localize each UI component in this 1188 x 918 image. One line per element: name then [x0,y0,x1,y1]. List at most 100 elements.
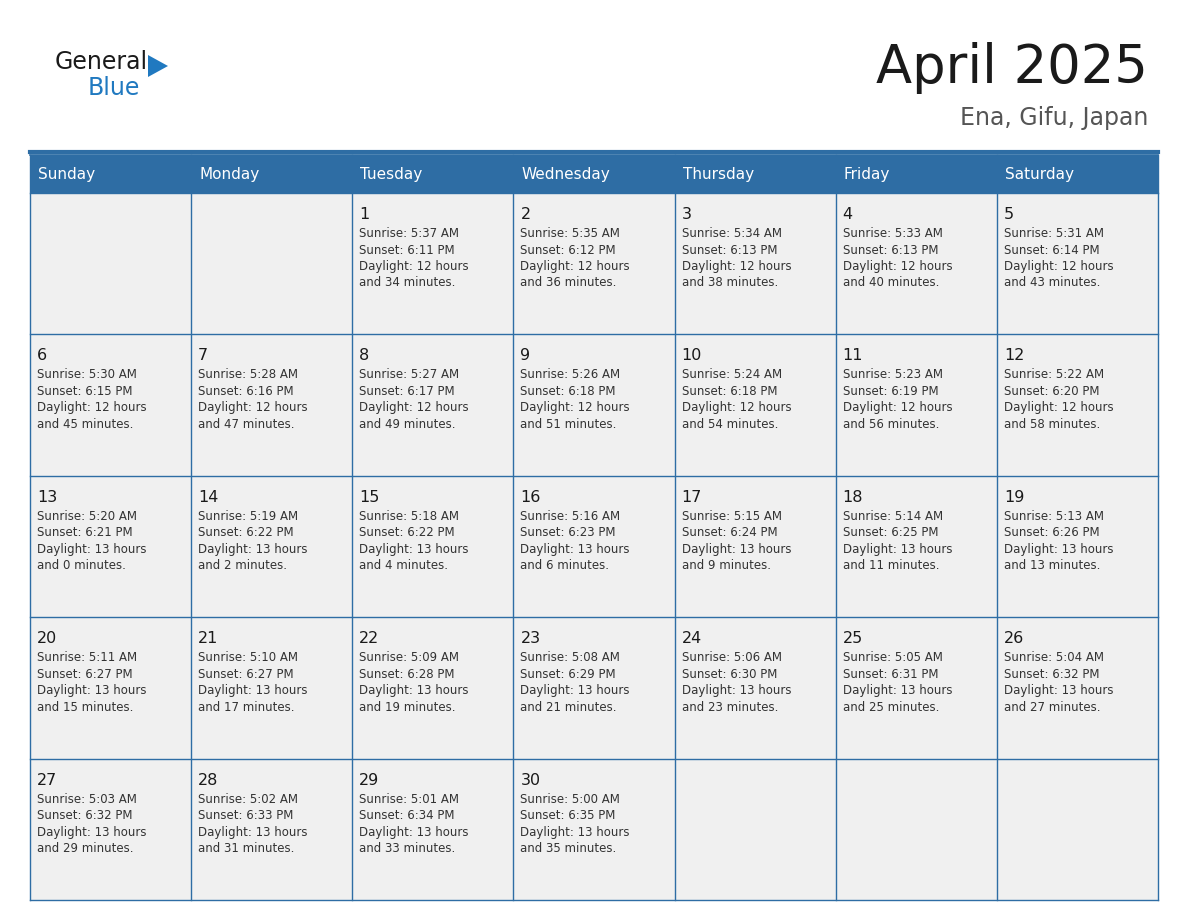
Text: Daylight: 13 hours: Daylight: 13 hours [359,543,469,555]
Text: Sunrise: 5:33 AM: Sunrise: 5:33 AM [842,227,942,240]
Bar [30,758,191,900]
Text: Sunrise: 5:27 AM: Sunrise: 5:27 AM [359,368,460,381]
Text: Daylight: 13 hours: Daylight: 13 hours [37,825,146,839]
Text: Sunset: 6:28 PM: Sunset: 6:28 PM [359,667,455,681]
Bar [353,758,513,900]
Text: 24: 24 [682,632,702,646]
Text: Sunset: 6:23 PM: Sunset: 6:23 PM [520,526,615,539]
Polygon shape [148,55,168,77]
Bar [30,476,191,617]
Text: Daylight: 13 hours: Daylight: 13 hours [842,684,953,697]
Text: and 47 minutes.: and 47 minutes. [198,418,295,431]
Text: Sunset: 6:22 PM: Sunset: 6:22 PM [198,526,293,539]
Bar [191,334,353,476]
Text: Daylight: 13 hours: Daylight: 13 hours [682,543,791,555]
Text: Sunrise: 5:03 AM: Sunrise: 5:03 AM [37,792,137,806]
Text: 6: 6 [37,349,48,364]
Text: Sunset: 6:31 PM: Sunset: 6:31 PM [842,667,939,681]
Text: Daylight: 12 hours: Daylight: 12 hours [198,401,308,414]
Text: Sunset: 6:13 PM: Sunset: 6:13 PM [842,243,939,256]
Text: Daylight: 13 hours: Daylight: 13 hours [842,543,953,555]
Text: and 33 minutes.: and 33 minutes. [359,842,455,855]
Text: Sunset: 6:20 PM: Sunset: 6:20 PM [1004,385,1099,397]
Text: and 9 minutes.: and 9 minutes. [682,559,771,572]
Text: 18: 18 [842,490,864,505]
Bar [997,334,1158,476]
Text: Sunset: 6:16 PM: Sunset: 6:16 PM [198,385,293,397]
Text: and 2 minutes.: and 2 minutes. [198,559,287,572]
Text: and 49 minutes.: and 49 minutes. [359,418,456,431]
Bar [513,758,675,900]
Bar [353,617,513,758]
Text: Thursday: Thursday [683,166,753,182]
Text: Sunrise: 5:04 AM: Sunrise: 5:04 AM [1004,651,1104,665]
Text: Ena, Gifu, Japan: Ena, Gifu, Japan [960,106,1148,130]
Bar [191,476,353,617]
Text: 13: 13 [37,490,57,505]
Text: 23: 23 [520,632,541,646]
Text: 14: 14 [198,490,219,505]
Text: Sunrise: 5:18 AM: Sunrise: 5:18 AM [359,509,460,522]
Text: Sunset: 6:14 PM: Sunset: 6:14 PM [1004,243,1099,256]
Text: Sunset: 6:22 PM: Sunset: 6:22 PM [359,526,455,539]
Text: Sunrise: 5:23 AM: Sunrise: 5:23 AM [842,368,943,381]
Text: 19: 19 [1004,490,1024,505]
Text: Sunrise: 5:01 AM: Sunrise: 5:01 AM [359,792,460,806]
Text: and 11 minutes.: and 11 minutes. [842,559,940,572]
Text: Sunset: 6:26 PM: Sunset: 6:26 PM [1004,526,1099,539]
Text: and 34 minutes.: and 34 minutes. [359,276,456,289]
Text: Sunrise: 5:11 AM: Sunrise: 5:11 AM [37,651,137,665]
Text: 11: 11 [842,349,864,364]
Text: and 23 minutes.: and 23 minutes. [682,700,778,713]
Text: Daylight: 13 hours: Daylight: 13 hours [520,684,630,697]
Text: Daylight: 12 hours: Daylight: 12 hours [520,260,630,273]
Text: 4: 4 [842,207,853,222]
Bar [835,476,997,617]
Text: Daylight: 13 hours: Daylight: 13 hours [520,543,630,555]
Text: Sunset: 6:18 PM: Sunset: 6:18 PM [682,385,777,397]
Text: and 45 minutes.: and 45 minutes. [37,418,133,431]
Text: Daylight: 12 hours: Daylight: 12 hours [842,260,953,273]
Text: Sunset: 6:33 PM: Sunset: 6:33 PM [198,809,293,823]
Bar [30,617,191,758]
Bar [835,758,997,900]
Text: Friday: Friday [843,166,890,182]
Text: 25: 25 [842,632,862,646]
Bar [675,617,835,758]
Bar [191,758,353,900]
Text: Sunrise: 5:19 AM: Sunrise: 5:19 AM [198,509,298,522]
Text: Sunrise: 5:15 AM: Sunrise: 5:15 AM [682,509,782,522]
Text: Sunrise: 5:26 AM: Sunrise: 5:26 AM [520,368,620,381]
Text: Sunrise: 5:16 AM: Sunrise: 5:16 AM [520,509,620,522]
Text: Sunrise: 5:31 AM: Sunrise: 5:31 AM [1004,227,1104,240]
Text: Daylight: 13 hours: Daylight: 13 hours [1004,684,1113,697]
Bar [191,617,353,758]
Text: and 0 minutes.: and 0 minutes. [37,559,126,572]
Text: and 40 minutes.: and 40 minutes. [842,276,939,289]
Text: Daylight: 13 hours: Daylight: 13 hours [198,684,308,697]
Bar [353,193,513,334]
Text: April 2025: April 2025 [876,42,1148,94]
Text: Sunset: 6:25 PM: Sunset: 6:25 PM [842,526,939,539]
Text: Sunrise: 5:10 AM: Sunrise: 5:10 AM [198,651,298,665]
Text: Daylight: 13 hours: Daylight: 13 hours [198,543,308,555]
Text: 10: 10 [682,349,702,364]
Bar [835,617,997,758]
Text: Sunrise: 5:35 AM: Sunrise: 5:35 AM [520,227,620,240]
Text: 7: 7 [198,349,208,364]
Text: and 13 minutes.: and 13 minutes. [1004,559,1100,572]
Text: Sunset: 6:12 PM: Sunset: 6:12 PM [520,243,617,256]
Text: 3: 3 [682,207,691,222]
Text: 17: 17 [682,490,702,505]
Text: Sunrise: 5:30 AM: Sunrise: 5:30 AM [37,368,137,381]
Text: 5: 5 [1004,207,1015,222]
Bar [675,193,835,334]
Bar [997,476,1158,617]
Text: Daylight: 12 hours: Daylight: 12 hours [842,401,953,414]
Text: Sunset: 6:17 PM: Sunset: 6:17 PM [359,385,455,397]
Bar [513,617,675,758]
Text: 16: 16 [520,490,541,505]
Text: and 19 minutes.: and 19 minutes. [359,700,456,713]
Text: and 6 minutes.: and 6 minutes. [520,559,609,572]
Text: Daylight: 12 hours: Daylight: 12 hours [359,401,469,414]
